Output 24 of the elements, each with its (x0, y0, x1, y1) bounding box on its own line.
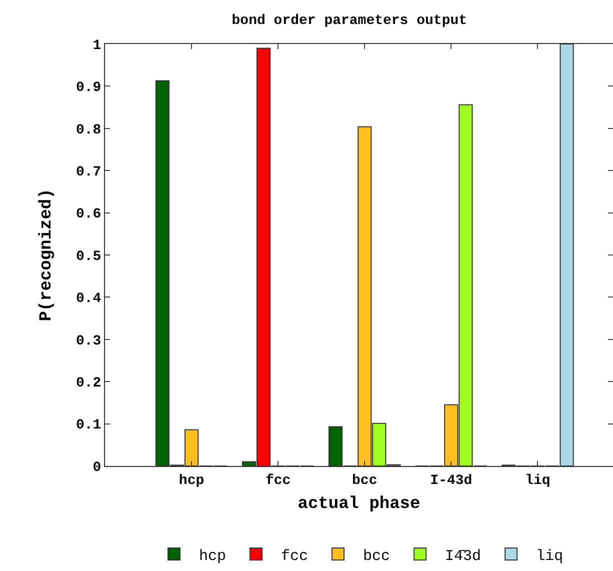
y-tick-label: 0.5 (76, 248, 102, 265)
y-tick-label: 0.4 (76, 291, 102, 308)
x-axis-title: actual phase (298, 495, 420, 514)
x-tick-label: I-43d (430, 472, 472, 489)
x-tick-label: bcc (352, 472, 378, 489)
y-axis-title: P(recognized) (38, 188, 57, 322)
legend-label: bcc (363, 548, 390, 565)
y-tick-label: 1 (92, 38, 102, 54)
y-tick-label: 0.6 (76, 206, 102, 223)
y-tick-label: 0.9 (76, 80, 102, 96)
chart-title: bond order parameters output (232, 13, 468, 30)
y-tick-label: 0.1 (76, 418, 102, 434)
legend-label: fcc (281, 548, 308, 565)
y-tick-label: 0 (92, 460, 102, 476)
y-tick-label: 0.3 (76, 333, 102, 350)
y-tick-label: 0.7 (76, 164, 102, 180)
legend-label: I4̄3d (445, 548, 482, 565)
y-tick-label: 0.2 (76, 376, 102, 392)
legend-label: liq (536, 548, 564, 565)
legend-label: hcp (199, 548, 226, 565)
x-tick-label: hcp (178, 472, 204, 489)
x-tick-label: liq (525, 472, 550, 489)
y-tick-label: 0.8 (76, 122, 102, 138)
x-tick-label: fcc (265, 472, 291, 489)
